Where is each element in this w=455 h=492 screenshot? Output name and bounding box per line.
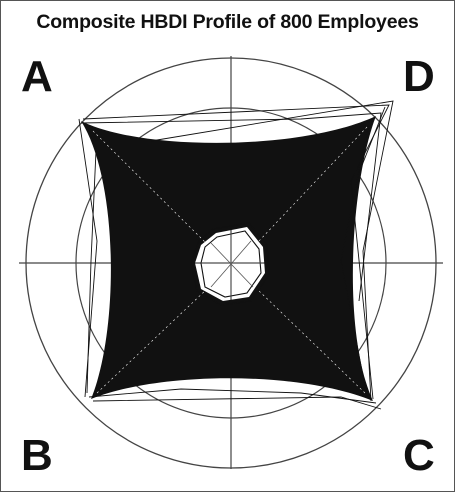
outlier-line (92, 396, 382, 410)
outlier-profile-lines (78, 100, 394, 410)
outlier-line (88, 388, 377, 404)
diagonal-guide (92, 130, 207, 244)
quadrant-label-c: C (403, 431, 435, 480)
core-axis-diagonal (210, 242, 254, 288)
diagonal-guide (258, 126, 368, 242)
quadrant-label-a: A (21, 52, 53, 101)
outlier-line (78, 118, 98, 398)
diagonal-guides (92, 126, 368, 394)
outlier-line (150, 100, 394, 402)
quadrant-label-b: B (21, 431, 53, 480)
diagonal-guide (96, 288, 208, 394)
outlier-line (340, 120, 370, 398)
core-axes (201, 233, 263, 299)
core-ring (190, 222, 270, 306)
inner-core-outlines (190, 222, 270, 306)
figure-title: Composite HBDI Profile of 800 Employees (36, 11, 419, 33)
outlier-line (80, 112, 382, 302)
outlier-line (358, 106, 386, 174)
quadrant-label-d: D (403, 52, 435, 101)
profile-mass (81, 116, 376, 401)
outlier-line (82, 104, 390, 400)
core-axis-diagonal (210, 240, 252, 288)
core-ring (200, 230, 262, 298)
